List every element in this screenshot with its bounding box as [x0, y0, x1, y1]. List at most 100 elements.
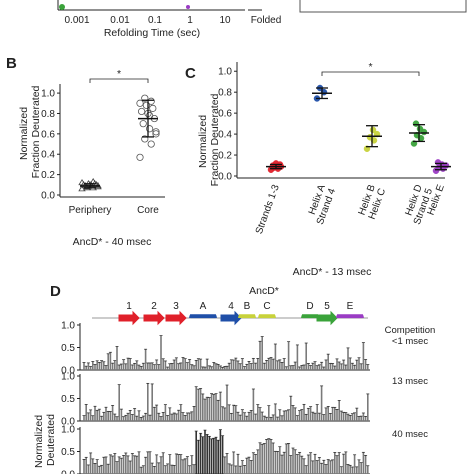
panel-d-title: AncD*	[249, 285, 279, 297]
panel-b-y-tick-label: 0.0	[41, 191, 55, 202]
panel-b-data-point	[78, 178, 86, 186]
panel-d-y-tick-label: 0.5	[61, 394, 75, 405]
panel-b-y-tick-label: 1.0	[41, 89, 55, 100]
secondary-structure-label: 4	[228, 301, 234, 312]
top-tick-label: Folded	[251, 15, 282, 26]
top-tick-label: 1	[187, 15, 193, 26]
helix-glyph	[258, 314, 276, 319]
panel-c-significance-bracket	[321, 71, 420, 76]
panel-d-y-tick-label: 0.0	[61, 470, 75, 474]
panel-d-y-axis-label: Normalized Deuterated	[33, 412, 57, 468]
panel-d-y-tick-label: 0.0	[61, 366, 75, 377]
panel-b-data-point	[152, 130, 160, 138]
strand-arrow	[165, 310, 187, 326]
panel-b-data-point	[147, 140, 155, 148]
panel-c-x-tick-label-line: Strands 1-3	[254, 183, 282, 236]
panel-c-y-axis-label: Normalized Fraction Deuterated	[197, 93, 221, 186]
panel-d-row-label: 13 msec	[392, 376, 428, 387]
panel-b-data-point	[138, 107, 146, 116]
helix-glyph	[238, 314, 256, 319]
top-panel: 0.001 0.01 0.1 1 10 Folded Refolding Tim…	[57, 0, 467, 39]
panel-c-caption: AncD* - 13 msec	[293, 266, 372, 278]
strand-arrow	[143, 310, 165, 326]
panel-d-y-tick-label: 0.5	[61, 447, 75, 458]
helix-glyph	[301, 314, 319, 319]
panel-b-data-point	[141, 135, 149, 143]
panel-b-data-point	[78, 185, 86, 192]
panel-c-chart: Normalized Fraction Deuterated AncD* - 1…	[197, 61, 451, 278]
top-legend-box	[299, 0, 467, 13]
panel-label-c: C	[185, 65, 196, 82]
panel-b-data-point	[149, 104, 157, 112]
panel-b-chart: Normalized Fraction Deuterated AncD* - 4…	[18, 68, 165, 248]
panel-d-row-label-line: 40 msec	[392, 429, 428, 440]
panel-d-ylabel-line1: Normalized	[33, 415, 45, 468]
top-tick-label: 10	[219, 15, 231, 26]
top-x-axis-label: Refolding Time (sec)	[104, 27, 200, 39]
panel-c-y-tick-label: 0.2	[218, 151, 232, 162]
panel-d-row-label-line: 13 msec	[392, 376, 428, 387]
secondary-structure-label: 2	[151, 301, 157, 312]
panel-b-x-tick-label: Periphery	[69, 205, 112, 216]
panel-c-y-tick-label: 0.8	[218, 88, 232, 99]
panel-c-data-point	[416, 125, 424, 133]
panel-c-y-tick-label: 0.6	[218, 109, 232, 120]
panel-c-data-point	[412, 120, 420, 127]
panel-b-data-point	[142, 101, 150, 109]
panel-d-y-tick-label: 1.0	[61, 321, 75, 332]
panel-c-x-tick-label: Strands 1-3	[254, 183, 282, 236]
panel-c-y-tick-label: 0.0	[218, 172, 232, 183]
panel-b-data-point	[152, 128, 160, 136]
panel-b-ylabel-line2: Fraction Deuterated	[30, 85, 42, 178]
panel-d-y-tick-label: 1.0	[61, 372, 75, 383]
panel-c-ylabel-line1: Normalized	[197, 115, 209, 168]
panel-label-d: D	[50, 283, 61, 300]
panel-b-y-tick-label: 0.8	[41, 109, 55, 120]
panel-b-data-point	[141, 94, 149, 102]
panel-label-b: B	[6, 55, 17, 72]
panel-c-data-point	[369, 126, 377, 134]
top-tick-label: 0.01	[110, 15, 130, 26]
top-tick-label: 0.001	[64, 15, 89, 26]
helix-glyph	[336, 314, 364, 319]
panel-b-data-point	[136, 99, 144, 107]
panel-d-y-tick-label: 0.5	[61, 343, 75, 354]
panel-b-ylabel-line1: Normalized	[18, 107, 30, 160]
panel-b-y-axis-label: Normalized Fraction Deuterated	[18, 85, 42, 178]
secondary-structure-label: B	[244, 301, 251, 312]
panel-b-data-point	[139, 120, 147, 128]
panel-d-ylabel-line2: Deuterated	[45, 414, 57, 466]
panel-d-y-tick-label: 0.0	[61, 417, 75, 428]
panel-c-x-tick-label: Helix AStrand 4	[305, 183, 339, 226]
panel-d-row-label-line: <1 msec	[392, 336, 428, 347]
panel-b-x-tick-label: Core	[137, 205, 159, 216]
secondary-structure-label: E	[347, 301, 354, 312]
panel-d-row-label: Competition <1 msec	[385, 325, 436, 347]
helix-glyph	[189, 314, 217, 319]
panel-b-data-point	[147, 97, 155, 105]
secondary-structure-label: 1	[126, 301, 132, 312]
strand-arrow	[220, 310, 242, 326]
top-point	[186, 5, 190, 9]
panel-b-data-point	[136, 153, 144, 161]
panel-c-data-point	[434, 159, 442, 166]
secondary-structure-label: 5	[324, 301, 330, 312]
panel-b-significance-bracket	[89, 78, 149, 83]
panel-d-row-label: 40 msec	[392, 429, 428, 440]
panel-d-y-tick-label: 1.0	[61, 425, 75, 436]
strand-arrow	[118, 310, 140, 326]
panel-c-x-tick-label: Helix BHelix C	[356, 183, 388, 221]
panel-c-ylabel-line2: Fraction Deuterated	[209, 93, 221, 186]
top-point	[59, 4, 65, 10]
panel-c-y-tick-label: 1.0	[218, 67, 232, 78]
strand-arrow	[316, 310, 338, 326]
panel-b-significance-label: *	[117, 68, 121, 80]
secondary-structure-label: 3	[173, 301, 179, 312]
panel-c-significance-label: *	[368, 61, 372, 73]
panel-b-data-point	[146, 125, 154, 133]
panel-b-y-tick-label: 0.2	[41, 170, 55, 181]
secondary-structure-label: A	[200, 301, 207, 312]
panel-b-y-tick-label: 0.6	[41, 129, 55, 140]
panel-d-row-label-line: Competition	[385, 325, 436, 336]
